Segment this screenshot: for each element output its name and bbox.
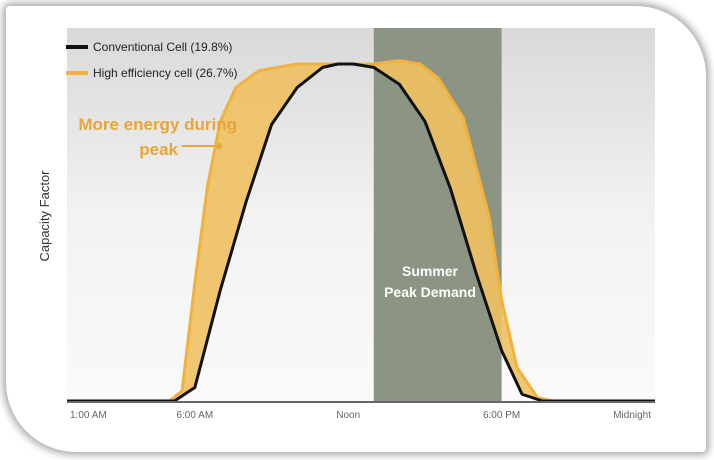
x-tick-label: 6:00 AM: [176, 410, 213, 421]
capacity-factor-chart: 1:00 AM 6:00 AM Noon 6:00 PM Midnight Capaci…: [37, 28, 655, 421]
band-label-line-1: Summer: [402, 263, 459, 279]
plot-background: [67, 28, 655, 402]
legend: Conventional Cell (19.8%) High efficienc…: [66, 40, 238, 80]
annotation-line-1: More energy during: [78, 115, 237, 134]
legend-label-high-efficiency: High efficiency cell (26.7%): [93, 66, 238, 80]
series-line-conventional: [67, 62, 655, 403]
x-tick-label: Midnight: [613, 410, 651, 421]
x-tick-label: 6:00 PM: [483, 410, 520, 421]
annotation-line-2: peak: [139, 140, 178, 159]
y-axis-label: Capacity Factor: [37, 170, 52, 262]
annotation-pointer-dot: [216, 143, 222, 149]
chart-card: 1:00 AM 6:00 AM Noon 6:00 PM Midnight Capaci…: [6, 6, 706, 452]
legend-label-conventional: Conventional Cell (19.8%): [93, 40, 232, 54]
x-tick-label: Noon: [336, 410, 360, 421]
x-tick-label: 1:00 AM: [70, 410, 107, 421]
peak-band-label: Summer Peak Demand: [384, 263, 476, 300]
annotation: More energy during peak: [78, 115, 237, 159]
band-label-line-2: Peak Demand: [384, 284, 476, 300]
